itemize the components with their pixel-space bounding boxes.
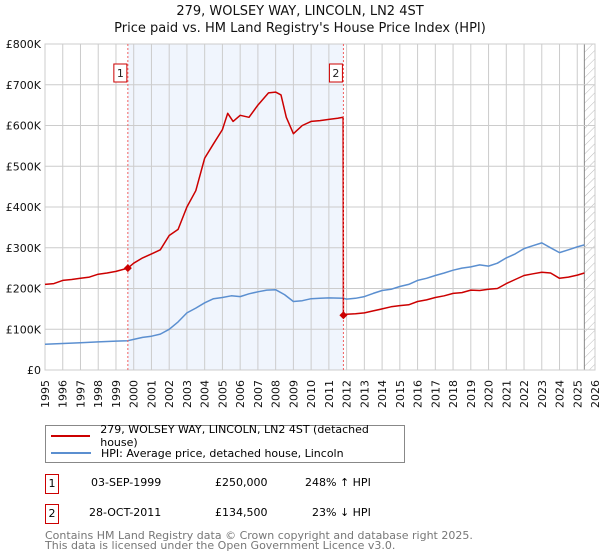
x-tick-label: 2000 — [128, 380, 141, 408]
footer-line1: Contains HM Land Registry data © Crown c… — [45, 529, 473, 542]
x-tick-label: 1999 — [110, 380, 123, 408]
x-tick-label: 1996 — [57, 380, 70, 408]
x-tick-label: 1998 — [92, 380, 105, 408]
x-tick-label: 2014 — [376, 380, 389, 408]
x-tick-label: 2004 — [199, 380, 212, 408]
chart-title-line2: Price paid vs. HM Land Registry's House … — [114, 21, 486, 36]
sale-point-marker — [123, 264, 132, 273]
legend-label: 279, WOLSEY WAY, LINCOLN, LN2 4ST (detac… — [100, 423, 369, 449]
y-tick-label: £800K — [6, 38, 42, 51]
sale-annotation-box — [328, 63, 343, 83]
sale-annotation-box — [113, 63, 128, 83]
y-tick-label: £600K — [6, 120, 42, 133]
y-tick-label: £0 — [27, 364, 41, 377]
footer-attribution: Contains HM Land Registry data © Crown c… — [45, 529, 473, 552]
x-tick-label: 2007 — [252, 380, 265, 408]
y-tick-label: £300K — [6, 242, 42, 255]
hpi-line — [44, 242, 585, 346]
chart-title-line1: 279, WOLSEY WAY, LINCOLN, LN2 4ST — [176, 4, 424, 19]
x-tick-label: 2013 — [358, 380, 371, 408]
legend-swatch-blue — [51, 452, 91, 454]
x-tick-label: 2019 — [465, 380, 478, 408]
sale-point-marker — [339, 311, 348, 320]
sale-annotation-label: 1 — [117, 67, 124, 80]
x-tick-label: 2026 — [589, 380, 600, 408]
transaction-date: 28-OCT-2011 — [89, 506, 162, 519]
y-tick-label: £100K — [6, 323, 42, 336]
x-tick-label: 1995 — [39, 380, 52, 408]
x-tick-label: 2003 — [181, 380, 194, 408]
x-tick-label: 2024 — [554, 380, 567, 408]
x-tick-label: 2001 — [145, 380, 158, 408]
y-tick-label: £200K — [6, 283, 42, 296]
x-tick-label: 2021 — [500, 380, 513, 408]
x-tick-label: 2016 — [412, 380, 425, 408]
transaction-price: £250,000 — [215, 476, 268, 489]
legend-item-property: 279, WOLSEY WAY, LINCOLN, LN2 4ST (detac… — [46, 423, 404, 449]
y-tick-label: £500K — [6, 160, 42, 173]
x-tick-label: 2022 — [518, 380, 531, 408]
price-chart: 1995 1996 1997 1998 1999 2000 2001 2002 2003 2004… — [6, 38, 600, 408]
footer-line2: This data is licensed under the Open Gov… — [45, 539, 396, 552]
x-tick-label: 2006 — [234, 380, 247, 408]
transaction-hpi-diff: 23% ↓ HPI — [312, 506, 371, 519]
property-price-line — [44, 91, 585, 316]
x-tick-label: 2018 — [447, 380, 460, 408]
y-tick-label: £700K — [6, 79, 42, 92]
transaction-hpi-diff: 248% ↑ HPI — [305, 476, 371, 489]
sale-annotation-label: 2 — [332, 67, 339, 80]
x-tick-label: 2025 — [571, 380, 584, 408]
x-tick-label: 2011 — [323, 380, 336, 408]
x-tick-label: 2010 — [305, 380, 318, 408]
x-tick-label: 2012 — [341, 380, 354, 408]
transaction-number: 1 — [45, 474, 59, 494]
legend-label: HPI: Average price, detached house, Linc… — [101, 446, 344, 460]
x-tick-label: 1997 — [74, 380, 87, 408]
chart-legend: 279, WOLSEY WAY, LINCOLN, LN2 4ST (detac… — [45, 423, 405, 463]
transaction-number: 2 — [45, 504, 59, 524]
x-tick-label: 2015 — [394, 380, 407, 408]
x-tick-label: 2009 — [287, 380, 300, 408]
y-tick-label: £400K — [6, 201, 42, 214]
plot-frame — [44, 43, 596, 371]
legend-swatch-red — [51, 435, 91, 437]
x-tick-label: 2023 — [536, 380, 549, 408]
x-tick-label: 2005 — [216, 380, 229, 408]
legend-item-hpi: HPI: Average price, detached house, Linc… — [46, 445, 344, 461]
transaction-price: £134,500 — [215, 506, 268, 519]
x-tick-label: 2017 — [429, 380, 442, 408]
x-tick-label: 2020 — [483, 380, 496, 408]
transaction-date: 03-SEP-1999 — [91, 476, 162, 489]
x-tick-label: 2008 — [270, 380, 283, 408]
x-tick-label: 2002 — [163, 380, 176, 408]
